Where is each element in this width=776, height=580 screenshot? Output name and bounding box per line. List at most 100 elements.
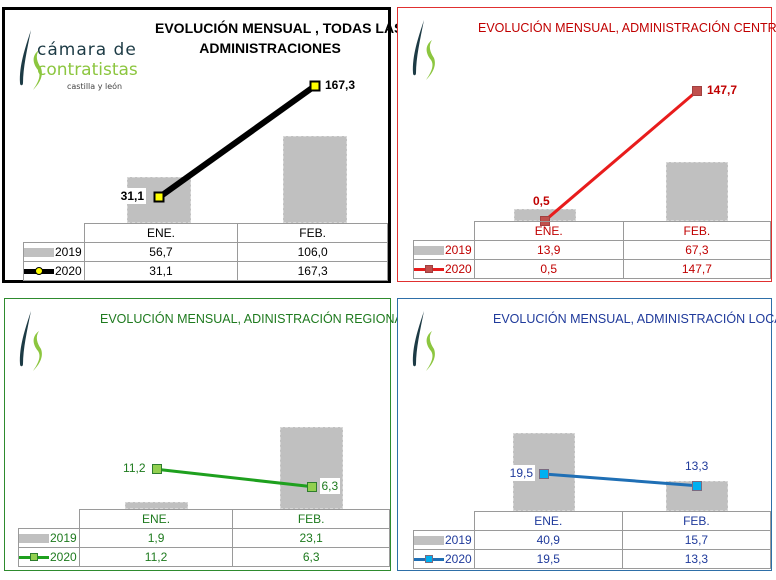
chart-title-line1: EVOLUCIÓN MENSUAL, ADMINISTRACIÓN CENTRA… [478, 21, 776, 35]
legend-label-2020: 2020 [445, 262, 472, 276]
line-2020 [157, 83, 317, 200]
table-cell-2020-1: 147,7 [622, 259, 772, 279]
table-cell-2019-0: 1,9 [78, 528, 234, 548]
line-2020 [543, 472, 698, 488]
table-header-0: ENE. [473, 221, 624, 241]
table-header-row: ENE. FEB. [23, 223, 388, 243]
marker-2020-0 [539, 468, 549, 479]
table-cell-2020-0: 0,5 [473, 259, 624, 279]
data-table: ENE. FEB. 2019 40,9 15,7 2020 19,5 13,3 [413, 511, 772, 569]
legend-2020: 2020 [18, 547, 80, 567]
legend-label-2019: 2019 [55, 245, 82, 259]
table-row-2019: 2019 1,9 23,1 [18, 528, 390, 548]
legend-bar-swatch-icon [19, 534, 49, 544]
data-label-2020-0: 31,1 [118, 188, 146, 205]
table-cell-2019-0: 13,9 [473, 240, 624, 260]
marker-2020-1 [692, 480, 702, 491]
table-cell-2019-1: 106,0 [237, 242, 388, 262]
chart-central: EVOLUCIÓN MENSUAL, ADMINISTRACIÓN CENTRA… [397, 7, 776, 282]
table-corner [18, 509, 80, 529]
table-row-2019: 2019 56,7 106,0 [23, 242, 388, 262]
table-header-0: ENE. [83, 223, 239, 243]
chart-regional: EVOLUCIÓN MENSUAL, ADINISTRACIÓN REGIONA… [4, 298, 410, 571]
table-corner [413, 221, 475, 241]
table-row-2019: 2019 13,9 67,3 [413, 240, 772, 260]
legend-2020: 2020 [413, 549, 475, 569]
legend-2019: 2019 [413, 530, 475, 550]
bar-2019-1 [283, 136, 347, 223]
table-row-2020: 2020 19,5 13,3 [413, 549, 772, 569]
chart-todas: cámara de contratistas castilla y león EVOL… [2, 7, 404, 283]
table-cell-2020-0: 19,5 [473, 549, 623, 569]
line-2020-layer [544, 89, 698, 222]
legend-2019: 2019 [413, 240, 475, 260]
logo-text-contratistas: contratistas [37, 60, 138, 80]
marker-2020-1 [692, 86, 702, 97]
chart-title: EVOLUCIÓN MENSUAL, ADINISTRACIÓN REGIONA… [100, 309, 410, 329]
logo-icon [19, 30, 42, 90]
marker-2020-0 [153, 191, 165, 203]
data-label-2020-0: 11,2 [121, 460, 148, 477]
table-header-1: FEB. [232, 509, 390, 529]
table-corner [23, 223, 85, 243]
logo-icon [412, 311, 435, 371]
table-cell-2019-1: 15,7 [621, 530, 772, 550]
table-header-row: ENE. FEB. [413, 511, 772, 531]
marker-2020-0 [151, 464, 162, 475]
data-label-2020-1: 13,3 [683, 457, 711, 474]
table-cell-2019-0: 56,7 [83, 242, 239, 262]
line-2020-layer [543, 472, 698, 488]
data-label-2020-1: 167,3 [323, 76, 358, 93]
table-corner [413, 511, 475, 531]
table-header-0: ENE. [473, 511, 623, 531]
chart-title: EVOLUCIÓN MENSUAL , TODAS LAS ADMINISTRAC… [155, 18, 404, 58]
legend-label-2019: 2019 [445, 533, 472, 547]
legend-line-swatch-icon [24, 267, 54, 276]
chart-title-line1: EVOLUCIÓN MENSUAL , TODAS LAS [155, 20, 404, 36]
bar-2019-1 [666, 161, 728, 221]
logo-icon [412, 20, 435, 80]
data-table: ENE. FEB. 2019 13,9 67,3 2020 0,5 147,7 [413, 221, 772, 279]
table-cell-2020-1: 6,3 [232, 547, 390, 567]
table-header-1: FEB. [621, 511, 772, 531]
data-label-2020-1: 6,3 [319, 477, 341, 494]
logo-text-camara: cámara de [37, 40, 137, 60]
chart-title-line1: EVOLUCIÓN MENSUAL, ADMINISTRACIÓN LOCAL [493, 312, 776, 326]
line-2020 [156, 467, 312, 489]
legend-2020: 2020 [23, 261, 85, 281]
line-2020-layer [156, 467, 312, 489]
table-cell-2020-0: 11,2 [78, 547, 234, 567]
legend-label-2019: 2019 [445, 243, 472, 257]
data-table: ENE. FEB. 2019 56,7 106,0 2020 31,1 167,3 [23, 223, 388, 281]
table-cell-2020-1: 13,3 [621, 549, 772, 569]
legend-2019: 2019 [18, 528, 80, 548]
line-2020-layer [157, 83, 317, 200]
legend-label-2020: 2020 [55, 264, 82, 278]
table-header-0: ENE. [78, 509, 234, 529]
table-header-1: FEB. [237, 223, 388, 243]
data-label-2020-1: 147,7 [705, 82, 740, 99]
legend-line-swatch-icon [19, 553, 49, 562]
legend-line-swatch-icon [414, 265, 444, 274]
table-cell-2019-1: 67,3 [622, 240, 772, 260]
chart-title-line1: EVOLUCIÓN MENSUAL, ADINISTRACIÓN REGIONA… [100, 312, 410, 326]
table-header-row: ENE. FEB. [413, 221, 772, 241]
table-row-2020: 2020 31,1 167,3 [23, 261, 388, 281]
legend-label-2019: 2019 [50, 531, 77, 545]
data-label-2020-0: 19,5 [507, 464, 535, 481]
logo-text-region: castilla y león [67, 82, 123, 91]
chart-title-line2: ADMINISTRACIONES [199, 40, 341, 56]
legend-2019: 2019 [23, 242, 85, 262]
legend-line-swatch-icon [414, 555, 444, 564]
chart-title: EVOLUCIÓN MENSUAL, ADMINISTRACIÓN CENTRA… [478, 18, 776, 38]
legend-bar-swatch-icon [414, 536, 444, 546]
table-cell-2020-1: 167,3 [237, 261, 388, 281]
line-2020 [544, 89, 698, 222]
chart-title: EVOLUCIÓN MENSUAL, ADMINISTRACIÓN LOCAL [493, 309, 776, 329]
table-cell-2020-0: 31,1 [83, 261, 239, 281]
legend-2020: 2020 [413, 259, 475, 279]
table-header-1: FEB. [622, 221, 772, 241]
legend-bar-swatch-icon [414, 246, 444, 256]
legend-label-2020: 2020 [445, 552, 472, 566]
